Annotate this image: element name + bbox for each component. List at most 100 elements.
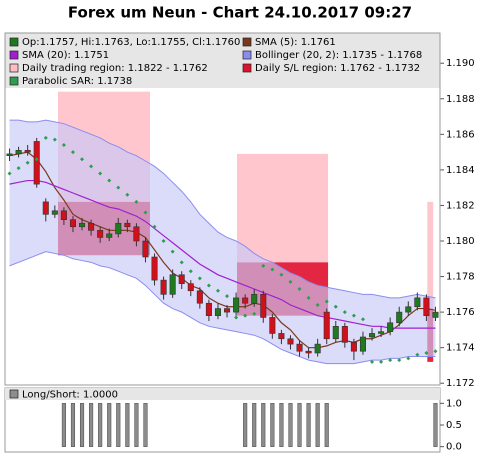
candle-body [6,153,13,156]
sar-point [324,299,329,304]
legend-marker [9,76,19,86]
sar-point [342,310,347,315]
candle-body [242,297,249,304]
sar-point [288,279,293,284]
candle-body [387,322,394,332]
candle-body [205,302,212,316]
legend-marker [242,63,252,73]
bar [261,403,266,447]
sar-point [306,295,311,300]
sar-point [61,143,66,147]
sar-point [397,358,402,363]
candle-body [314,343,321,354]
legend-marker [242,50,252,60]
y-tick-label: 1.180 [446,236,475,247]
sar-point [34,157,39,162]
candle-body [350,342,357,352]
candle-body [187,283,194,292]
candle-body [359,336,366,352]
candle-body [224,308,231,313]
y-tick-label: 1.174 [446,343,475,354]
legend-marker [9,63,19,73]
sar-point [297,287,302,291]
bar [134,403,139,447]
sar-point [80,157,85,162]
y-tick-label: 1.186 [446,129,475,140]
candle-body [79,222,86,228]
sar-point [370,359,375,364]
sar-point [116,185,121,190]
sar-point [25,160,30,165]
chart-title: Forex um Neun - Chart 24.10.2017 09:27 [68,4,412,22]
bar [143,403,148,447]
bar [252,403,257,447]
candle-body [169,274,176,295]
candle-body [42,201,49,215]
candle-body [269,317,276,334]
sar-point [225,294,230,299]
candle-body [88,222,95,231]
candle-body [178,274,185,284]
indicator-line [9,179,436,329]
candle-body [97,230,104,238]
sar-point [379,359,384,364]
sar-point [125,192,130,197]
bar [324,403,329,447]
legend-marker [9,50,19,60]
legend-marker [242,37,252,47]
y-tick-label: 1.188 [446,94,475,105]
sar-point [7,171,12,176]
sar-point [252,311,257,316]
candle-body [260,294,267,318]
sar-point [152,224,157,229]
sar-point [261,263,266,268]
sar-point [424,351,429,355]
y-tick-label: 1.172 [446,378,475,389]
y-tick-label: 0.0 [446,442,462,453]
y-tick-label: 1.190 [446,58,475,69]
candle-body [432,311,439,318]
band-line [9,119,436,299]
legend-label: Long/Short: 1.0000 [22,390,118,401]
bar [433,403,438,447]
sar-point [315,303,320,307]
sar-point [89,164,94,169]
sar-point [388,358,393,363]
legend-label: Parabolic SAR: 1.1738 [22,76,132,87]
bar [61,403,66,447]
candle-body [378,331,385,334]
candle-body [369,333,376,338]
sar-point [134,199,139,204]
candle-body [124,222,131,228]
legend-marker [9,37,19,47]
candle-body [60,210,67,220]
sar-point [406,356,411,361]
bar [279,403,284,447]
candle-body [414,297,421,308]
sar-point [143,210,148,215]
candle-body [160,279,167,295]
bar [315,403,320,447]
legend-label: Bollinger (20, 2): 1.1735 - 1.1768 [255,50,422,61]
sar-point [279,272,284,277]
candle-body [251,294,258,304]
sar-point [98,171,103,176]
y-tick-label: 0.5 [446,420,462,431]
legend-box [5,388,440,400]
sar-point [179,260,184,265]
candle-body [15,150,22,155]
candle-body [405,306,412,313]
bar [125,403,130,447]
bar [89,403,94,447]
sar-point [351,313,356,318]
legend-marker [9,389,19,399]
sar-point [243,313,248,318]
sar-point [234,315,239,320]
candle-body [287,338,294,345]
sar-point [161,239,166,243]
candle-body [51,210,58,215]
sar-point [107,178,112,183]
bar [270,403,275,447]
sub-panel: 0.0 0.5 1.0 Long/Short: 1.0000 [5,388,462,453]
